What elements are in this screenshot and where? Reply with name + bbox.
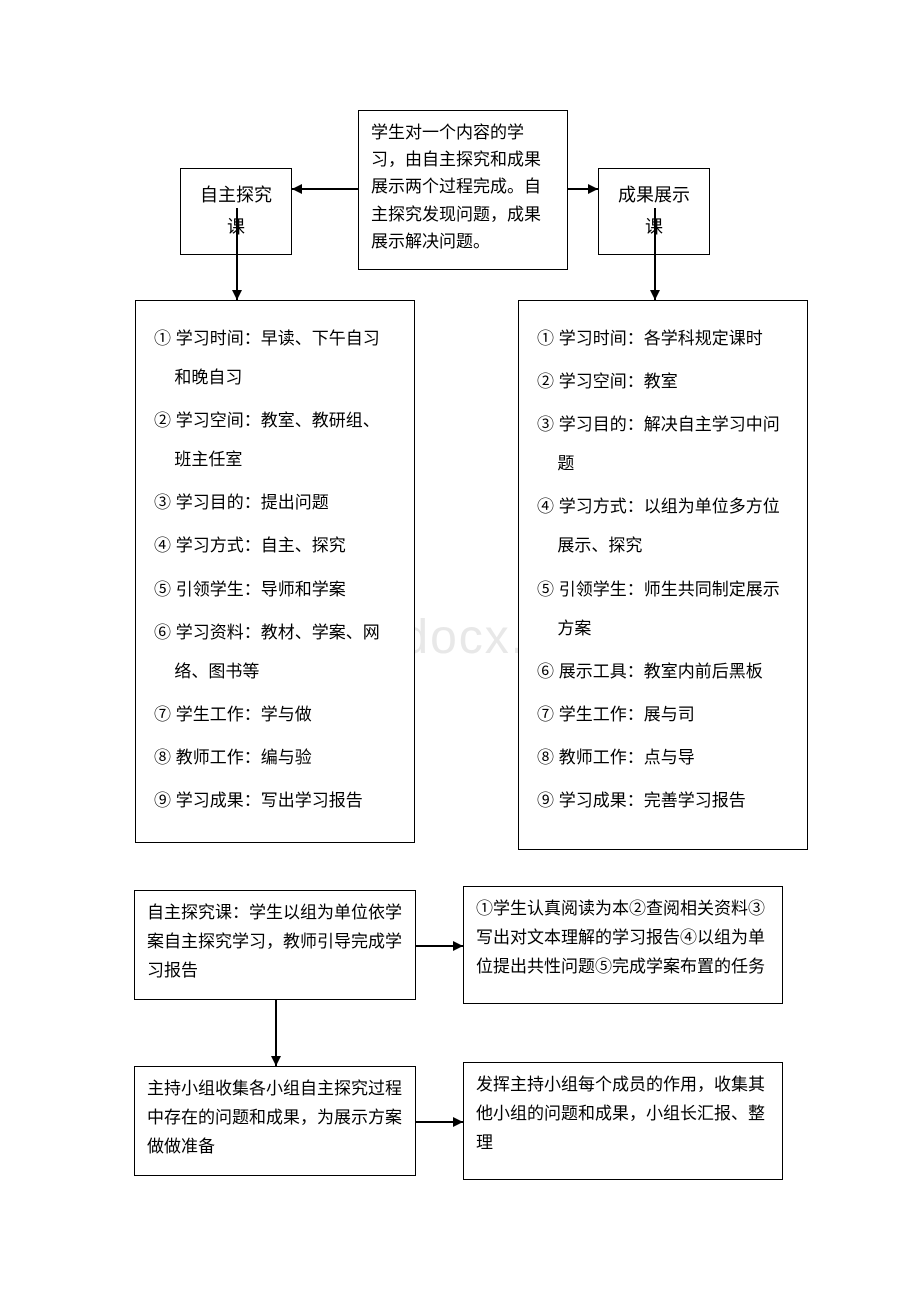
- row1-left-text: 自主探究课：学生以组为单位依学案自主探究学习，教师引导完成学习报告: [147, 903, 402, 980]
- center-description-box: 学生对一个内容的学习，由自主探究和成果展示两个过程完成。自主探究发现问题，成果展…: [358, 110, 568, 270]
- row2-left-box: 主持小组收集各小组自主探究过程中存在的问题和成果，为展示方案做做准备: [134, 1066, 416, 1176]
- row1-right-box: ①学生认真阅读为本②查阅相关资料③写出对文本理解的学习报告④以组为单位提出共性问…: [463, 886, 783, 1004]
- arrow-head-icon: [292, 184, 302, 194]
- row2-left-text: 主持小组收集各小组自主探究过程中存在的问题和成果，为展示方案做做准备: [147, 1079, 402, 1156]
- list-item: ④ 学习方式：自主、探究: [154, 526, 396, 565]
- list-item: ⑤ 引领学生：导师和学案: [154, 570, 396, 609]
- list-item: ① 学习时间：各学科规定课时: [537, 319, 789, 358]
- right-list-box: ① 学习时间：各学科规定课时 ② 学习空间：教室 ③ 学习目的：解决自主学习中问题④…: [518, 300, 808, 850]
- list-item: ⑨ 学习成果：写出学习报告: [154, 781, 396, 820]
- arrow-head-icon: [453, 1117, 463, 1127]
- list-item: ③ 学习目的：解决自主学习中问题: [537, 405, 789, 483]
- arrow-head-icon: [232, 290, 242, 300]
- arrow-line: [236, 208, 238, 300]
- arrow-head-icon: [650, 290, 660, 300]
- arrow-line: [654, 208, 656, 300]
- list-item: ⑧ 教师工作：点与导: [537, 738, 789, 777]
- list-item: ⑥ 展示工具：教室内前后黑板: [537, 652, 789, 691]
- list-item: ② 学习空间：教室、教研组、班主任室: [154, 401, 396, 479]
- row1-left-box: 自主探究课：学生以组为单位依学案自主探究学习，教师引导完成学习报告: [134, 890, 416, 1000]
- list-item: ⑤ 引领学生：师生共同制定展示方案: [537, 570, 789, 648]
- arrow-head-icon: [271, 1056, 281, 1066]
- row1-right-text: ①学生认真阅读为本②查阅相关资料③写出对文本理解的学习报告④以组为单位提出共性问…: [476, 899, 765, 976]
- list-item: ⑦ 学生工作：展与司: [537, 695, 789, 734]
- center-description-text: 学生对一个内容的学习，由自主探究和成果展示两个过程完成。自主探究发现问题，成果展…: [371, 123, 541, 251]
- list-item: ⑨ 学习成果：完善学习报告: [537, 781, 789, 820]
- list-item: ⑥ 学习资料：教材、学案、网络、图书等: [154, 613, 396, 691]
- list-item: ⑧ 教师工作：编与验: [154, 738, 396, 777]
- arrow-head-icon: [588, 184, 598, 194]
- row2-right-text: 发挥主持小组每个成员的作用，收集其他小组的问题和成果，小组长汇报、整理: [476, 1075, 765, 1152]
- left-list-box: ① 学习时间：早读、下午自习和晚自习② 学习空间：教室、教研组、班主任室 ③ 学习…: [135, 300, 415, 843]
- row2-right-box: 发挥主持小组每个成员的作用，收集其他小组的问题和成果，小组长汇报、整理: [463, 1062, 783, 1180]
- list-item: ④ 学习方式：以组为单位多方位展示、探究: [537, 487, 789, 565]
- list-item: ③ 学习目的：提出问题: [154, 483, 396, 522]
- list-item: ⑦ 学生工作：学与做: [154, 695, 396, 734]
- list-item: ① 学习时间：早读、下午自习和晚自习: [154, 319, 396, 397]
- list-item: ② 学习空间：教室: [537, 362, 789, 401]
- arrow-head-icon: [453, 941, 463, 951]
